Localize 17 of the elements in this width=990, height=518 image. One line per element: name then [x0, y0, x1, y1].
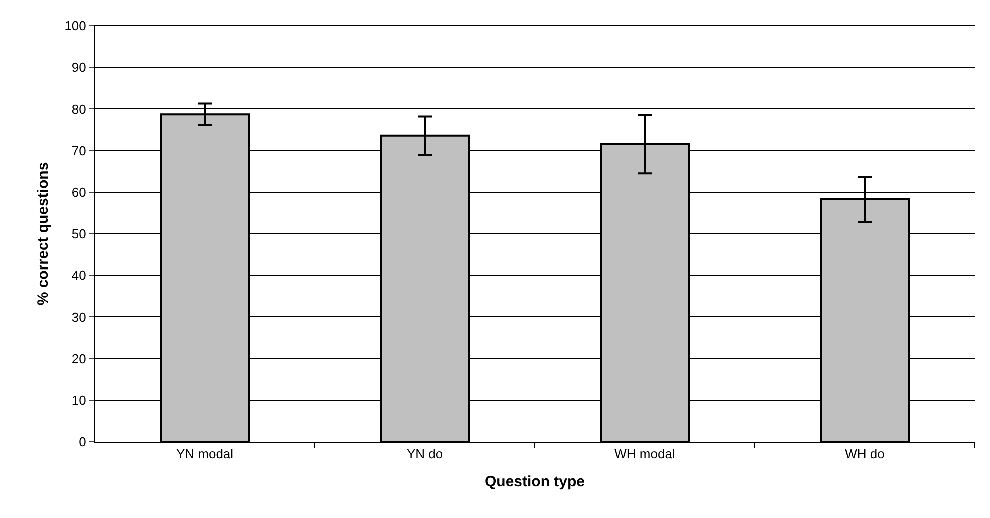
x-tick-label: YN do	[406, 446, 444, 462]
y-tick-label: 70	[72, 143, 86, 158]
x-tick-label: YN modal	[176, 446, 234, 462]
x-axis-title: Question type	[484, 474, 586, 491]
y-tick-label: 30	[72, 310, 86, 325]
y-tick-label: 40	[72, 268, 86, 284]
y-tick-label: 10	[72, 392, 86, 408]
x-tick-label: WH do	[845, 446, 885, 462]
x-tick-label: WH modal	[614, 446, 676, 462]
y-axis-title: % correct questions	[34, 162, 52, 306]
y-tick-label: 60	[72, 184, 86, 200]
y-tick-label: 90	[72, 60, 86, 76]
y-tick-label: 0	[79, 434, 86, 450]
y-tick-label: 100	[64, 18, 86, 34]
y-tick-label: 80	[72, 102, 86, 117]
y-tick-label: 20	[72, 351, 86, 366]
y-tick-label: 50	[72, 226, 86, 242]
